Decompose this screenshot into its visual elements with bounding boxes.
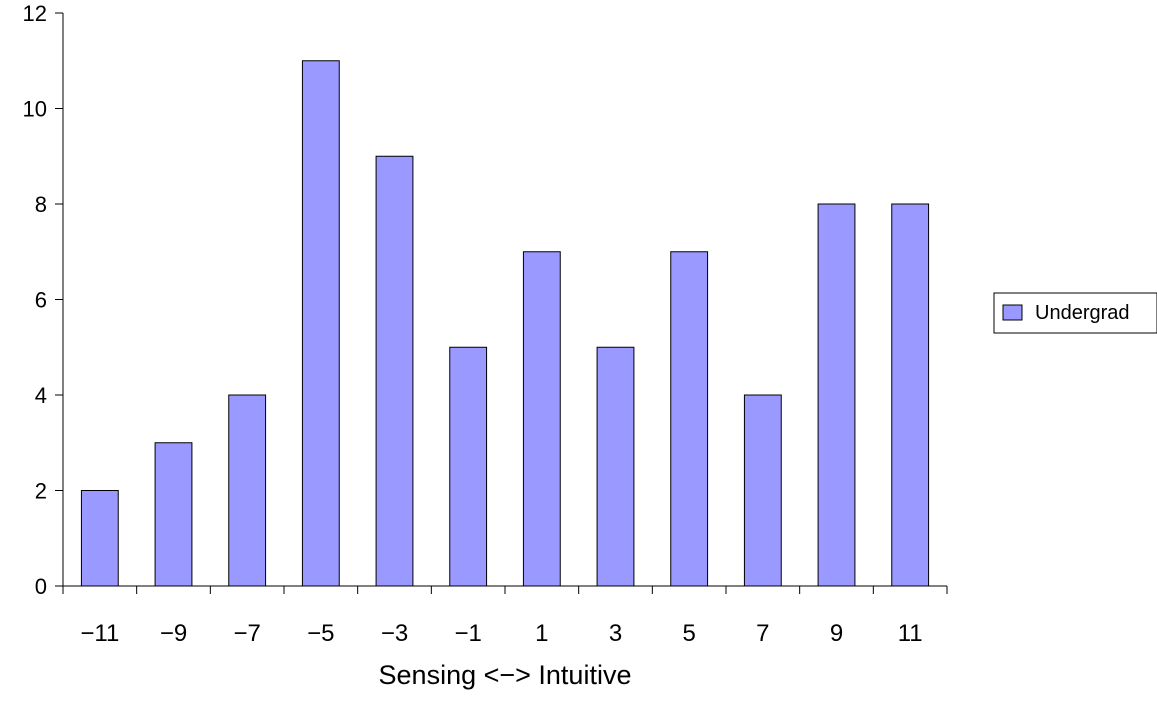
x-tick-label: 1 (535, 620, 548, 647)
x-tick-label: 9 (830, 620, 843, 647)
x-tick-label: −7 (233, 620, 260, 647)
x-tick-label: −1 (454, 620, 481, 647)
bar (670, 251, 709, 587)
bars (80, 60, 930, 587)
x-tick-label: 11 (898, 620, 923, 647)
legend-swatch-undergrad (1002, 304, 1023, 321)
y-tick-label: 8 (35, 192, 47, 217)
bar (743, 394, 782, 587)
x-axis-label: Sensing <−> Intuitive (379, 660, 632, 690)
legend: Undergrad (993, 292, 1157, 334)
y-tick-label: 0 (35, 574, 47, 599)
bar (80, 490, 119, 587)
bar (154, 442, 193, 587)
x-tick-label: −11 (80, 620, 119, 647)
legend-label-undergrad: Undergrad (1035, 302, 1130, 324)
bar (375, 155, 414, 587)
x-axis: −11 −9 −7 −5 −3 −1 1 3 5 7 9 11 (62, 585, 948, 647)
y-tick-label: 6 (35, 288, 47, 313)
x-tick-label: 5 (682, 620, 695, 647)
x-tick-label: 7 (756, 620, 769, 647)
bar (522, 251, 561, 587)
bar (891, 203, 930, 587)
bar (596, 346, 635, 587)
y-tick-label: 4 (35, 383, 47, 408)
x-tick-label: −5 (307, 620, 334, 647)
bar (301, 60, 340, 587)
y-tick-label: 10 (23, 97, 47, 122)
bar (449, 346, 488, 587)
y-tick-label: 2 (35, 479, 47, 504)
x-tick-label: −3 (381, 620, 408, 647)
bar (817, 203, 856, 587)
y-tick-label: 12 (23, 1, 47, 26)
bar (228, 394, 267, 587)
x-tick-label: 3 (609, 620, 622, 647)
y-axis: 0 2 4 6 8 10 12 (23, 1, 64, 599)
x-tick-label: −9 (160, 620, 187, 647)
